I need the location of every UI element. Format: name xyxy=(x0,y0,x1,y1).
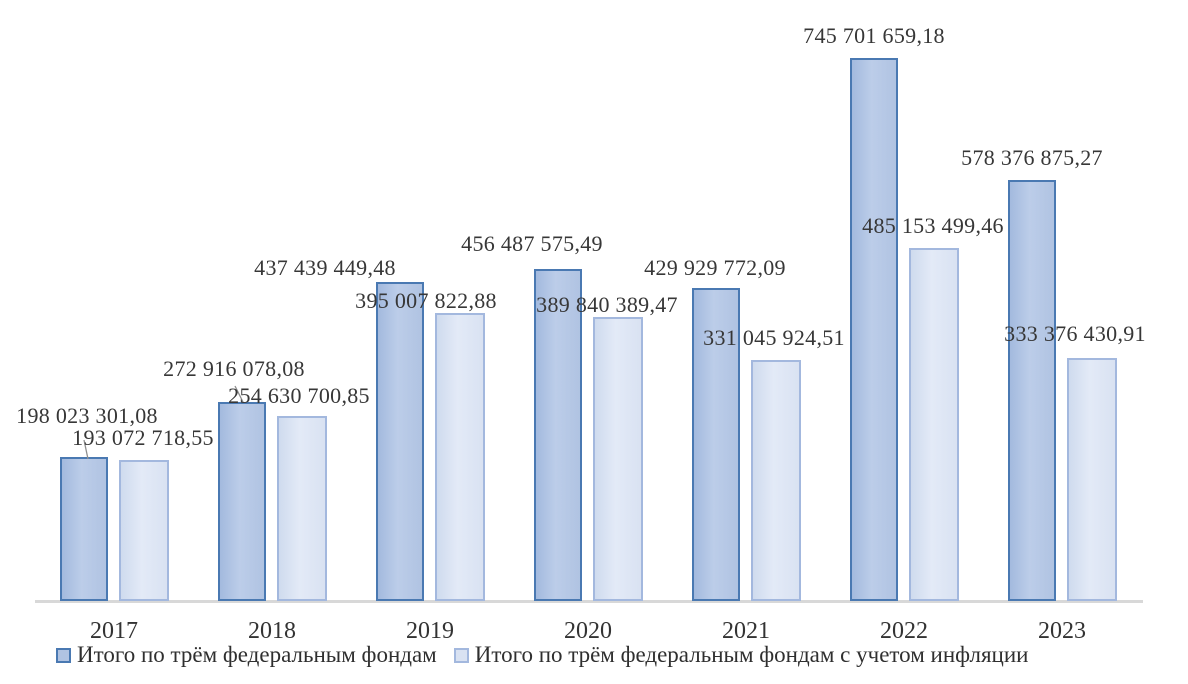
data-label-2020-nominal: 456 487 575,49 xyxy=(461,231,603,256)
bar-2018-nominal xyxy=(218,402,266,601)
x-axis-label-2018: 2018 xyxy=(248,618,296,644)
data-label-2019-nominal: 437 439 449,48 xyxy=(254,255,396,280)
bar-2022-nominal xyxy=(850,58,898,601)
data-label-2017-inflation-adjusted: 193 072 718,55 xyxy=(72,425,214,450)
legend-swatch-nominal xyxy=(56,647,71,663)
data-label-2023-nominal: 578 376 875,27 xyxy=(961,145,1103,170)
bar-2018-inflation-adjusted xyxy=(277,416,327,601)
bar-2020-inflation-adjusted xyxy=(593,317,643,601)
data-label-2018-inflation-adjusted: 254 630 700,85 xyxy=(228,383,370,408)
data-label-2018-nominal: 272 916 078,08 xyxy=(163,356,305,381)
bar-2021-inflation-adjusted xyxy=(751,360,801,601)
bar-2022-inflation-adjusted xyxy=(909,248,959,601)
legend-label-nominal: Итого по трём федеральным фондам xyxy=(77,642,437,667)
x-axis-label-2022: 2022 xyxy=(880,618,928,644)
x-axis-label-2021: 2021 xyxy=(722,618,770,644)
data-label-2022-nominal: 745 701 659,18 xyxy=(803,23,945,48)
bar-2017-nominal xyxy=(60,457,108,601)
x-axis-label-2023: 2023 xyxy=(1038,618,1086,644)
x-axis-label-2017: 2017 xyxy=(90,618,138,644)
bar-2019-inflation-adjusted xyxy=(435,313,485,601)
legend-swatch-inflation xyxy=(453,647,469,663)
x-axis-line xyxy=(35,600,1143,603)
bar-2017-inflation-adjusted xyxy=(119,460,169,601)
data-label-2021-inflation-adjusted: 331 045 924,51 xyxy=(703,325,845,350)
legend: Итого по трём федеральным фондам Итого п… xyxy=(56,642,1028,668)
data-label-2023-inflation-adjusted: 333 376 430,91 xyxy=(1004,321,1146,346)
data-label-2019-inflation-adjusted: 395 007 822,88 xyxy=(355,288,497,313)
legend-label-inflation: Итого по трём федеральным фондам с учето… xyxy=(474,642,1029,667)
bar-2019-nominal xyxy=(376,282,424,601)
data-label-2021-nominal: 429 929 772,09 xyxy=(644,255,786,280)
x-axis-label-2019: 2019 xyxy=(406,618,454,644)
data-label-2020-inflation-adjusted: 389 840 389,47 xyxy=(536,292,678,317)
bar-2020-nominal xyxy=(534,269,582,601)
data-label-2017-nominal: 198 023 301,08 xyxy=(16,403,158,428)
bar-2021-nominal xyxy=(692,288,740,601)
x-axis-label-2020: 2020 xyxy=(564,618,612,644)
data-label-2022-inflation-adjusted: 485 153 499,46 xyxy=(862,213,1004,238)
bar-2023-inflation-adjusted xyxy=(1067,358,1117,601)
bar-2023-nominal xyxy=(1008,180,1056,601)
